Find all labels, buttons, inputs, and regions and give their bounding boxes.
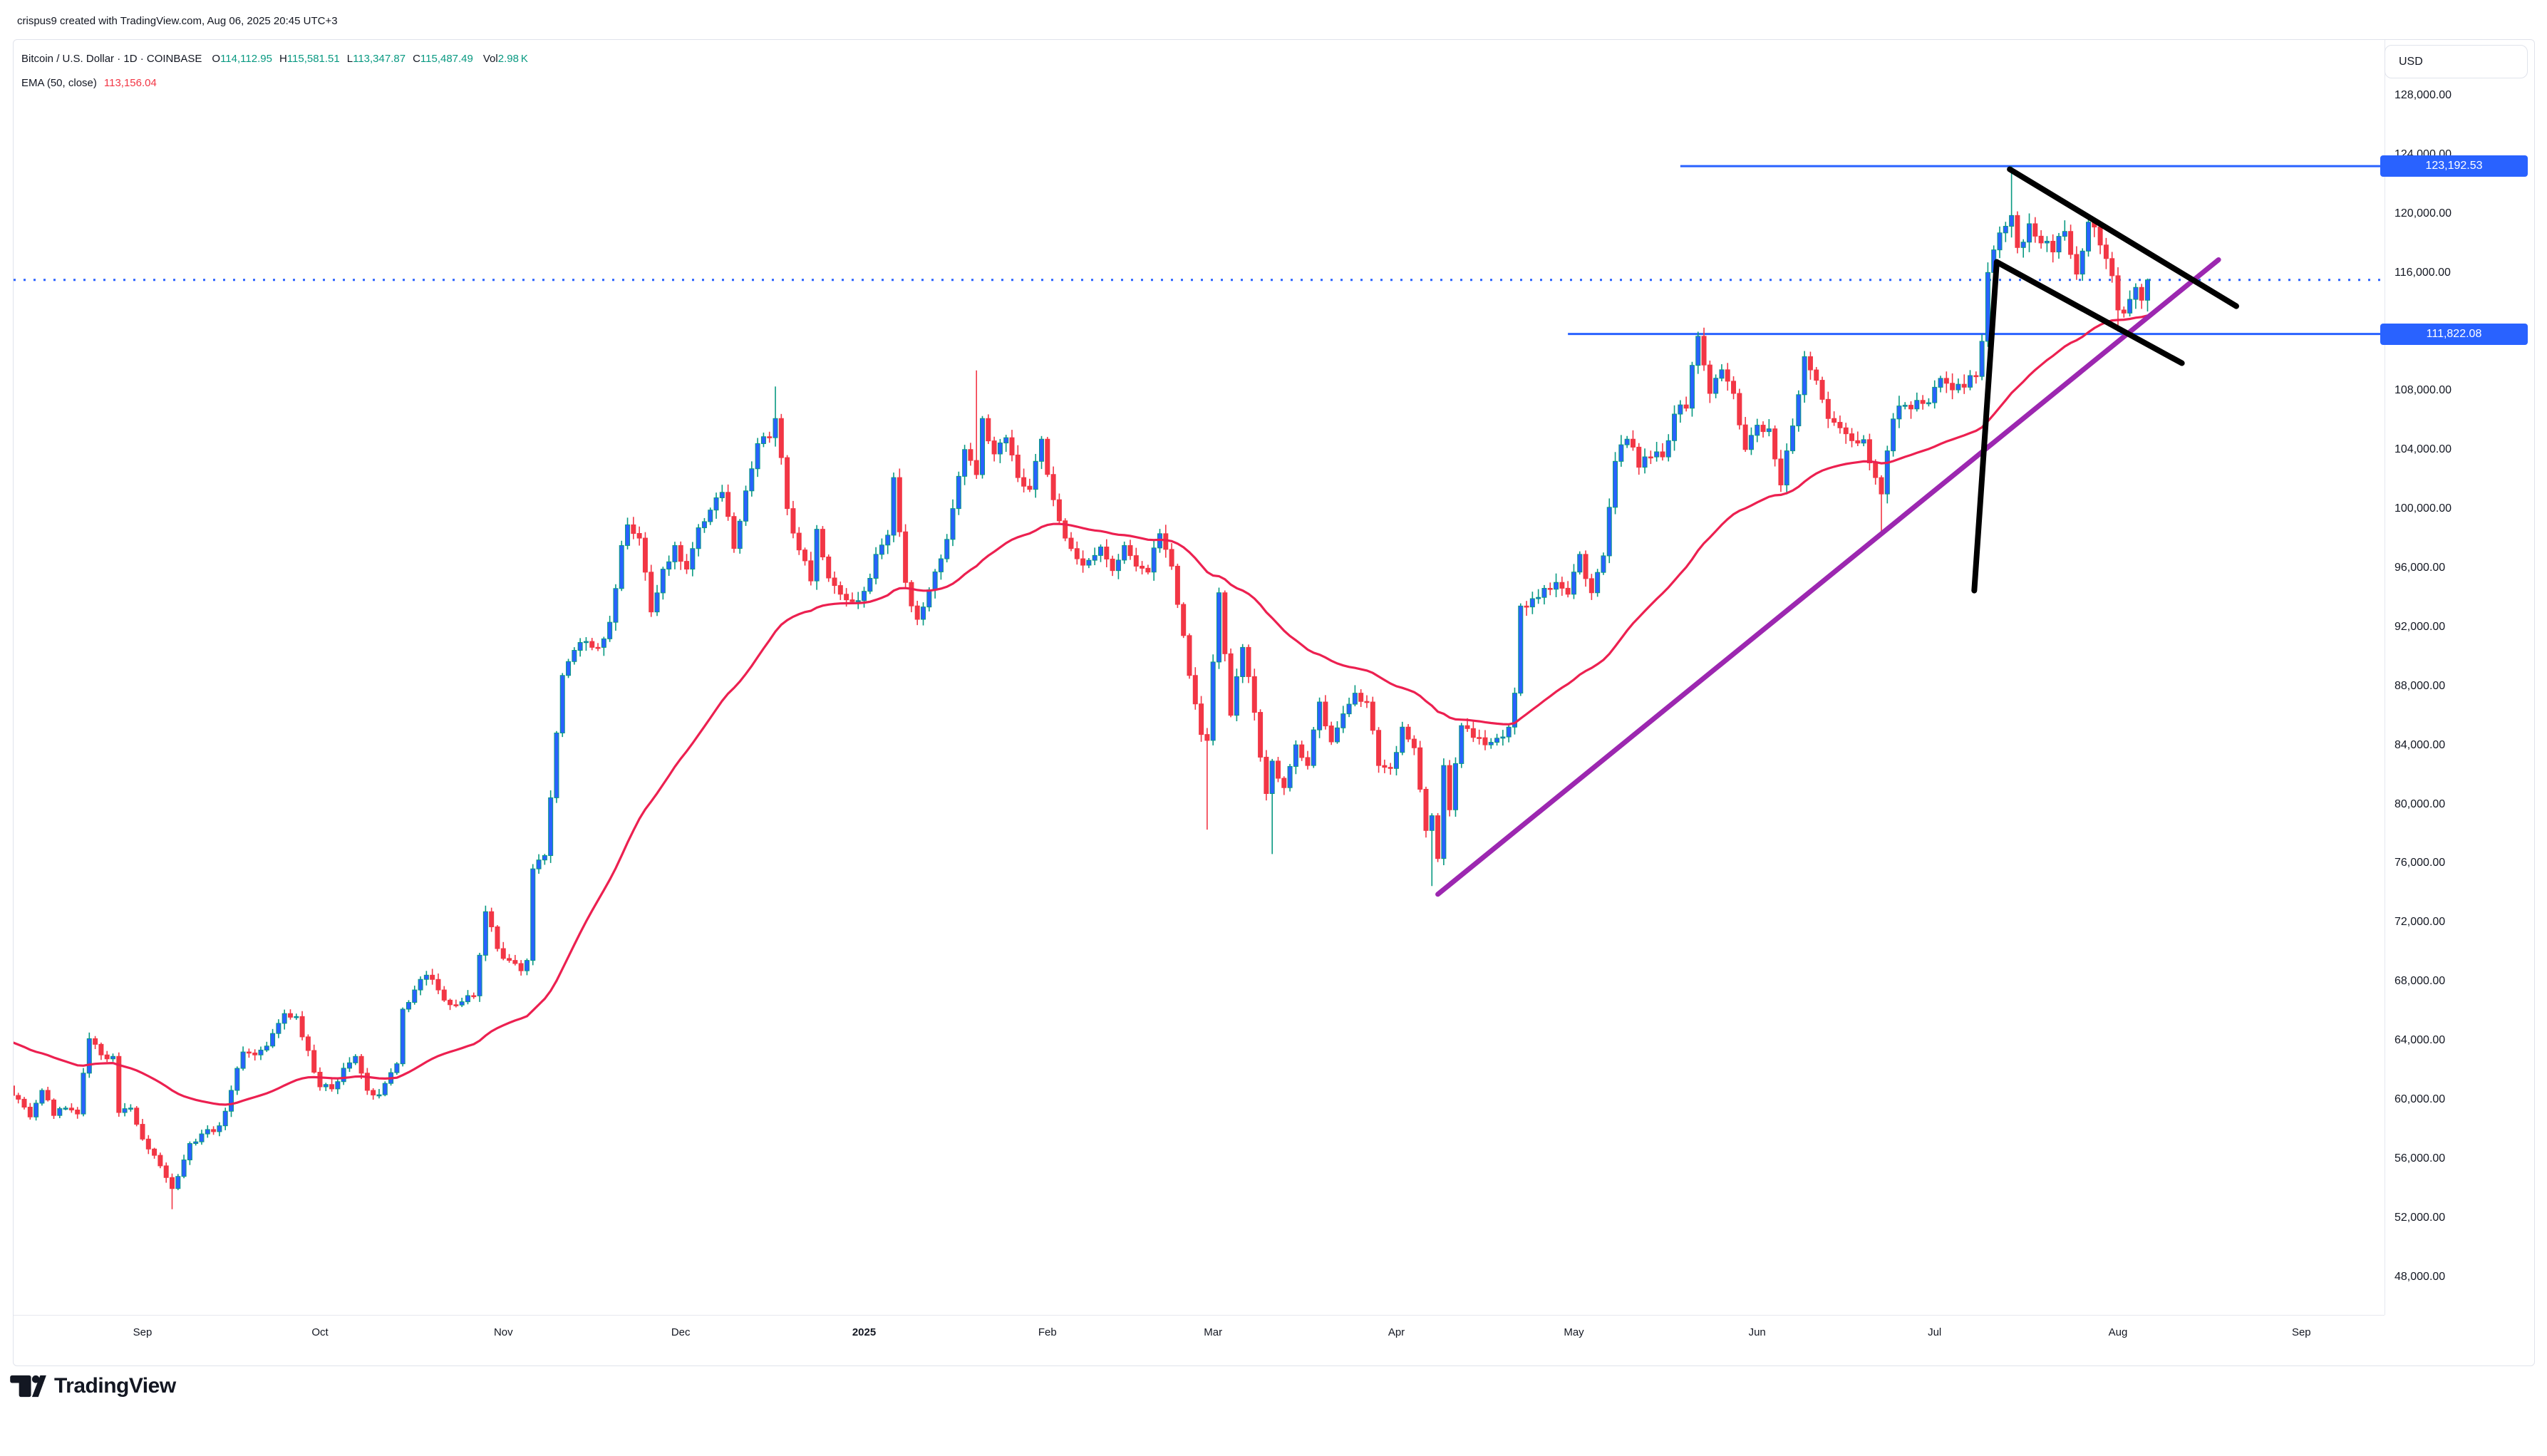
flag-pole-line[interactable] <box>1971 259 2000 594</box>
support-price-badge: 111,822.08 <box>2380 323 2528 345</box>
time-axis-separator[interactable] <box>14 1315 2385 1316</box>
time-axis-label: Apr <box>1388 1326 1405 1338</box>
close-value: 115,487.49 <box>420 53 473 65</box>
wedge-lower-line[interactable] <box>1993 259 2185 366</box>
price-tick-label: 76,000.00 <box>2394 857 2446 869</box>
time-axis-label: 2025 <box>852 1326 877 1338</box>
price-tick-label: 96,000.00 <box>2394 562 2446 574</box>
time-axis-label: Sep <box>133 1326 153 1338</box>
tradingview-logo-icon <box>10 1375 46 1398</box>
symbol-legend-row[interactable]: Bitcoin / U.S. Dollar · 1D · COINBASE O11… <box>21 52 528 66</box>
price-tick-label: 120,000.00 <box>2394 207 2452 220</box>
ascending-trendline[interactable] <box>1435 257 2221 897</box>
ema-label[interactable]: EMA (50, close) <box>21 77 97 89</box>
low-label: L <box>346 53 353 65</box>
wedge-upper-line[interactable] <box>2007 166 2239 309</box>
price-tick-label: 72,000.00 <box>2394 916 2446 929</box>
time-axis-label: May <box>1564 1326 1584 1338</box>
time-axis-label: Jul <box>1928 1326 1942 1338</box>
time-axis-label: Mar <box>1204 1326 1223 1338</box>
low-value: 113,347.87 <box>353 53 406 65</box>
close-label: C <box>413 53 420 65</box>
time-axis-label: Jun <box>1748 1326 1766 1338</box>
price-tick-label: 60,000.00 <box>2394 1093 2446 1105</box>
time-axis-label: Sep <box>2291 1326 2311 1338</box>
price-tick-label: 104,000.00 <box>2394 443 2452 456</box>
price-tick-label: 80,000.00 <box>2394 797 2446 810</box>
ema-line[interactable] <box>6 314 2148 1106</box>
time-axis-label: Feb <box>1038 1326 1057 1338</box>
volume-label: Vol <box>482 53 498 65</box>
resistance-price-badge: 123,192.53 <box>2380 155 2528 177</box>
price-tick-label: 108,000.00 <box>2394 384 2452 397</box>
time-axis-label: Aug <box>2108 1326 2128 1338</box>
volume-value: 2.98 K <box>497 53 528 65</box>
currency-toggle-button[interactable]: USD <box>2385 45 2528 78</box>
attribution-text: crispus9 created with TradingView.com, A… <box>17 15 338 27</box>
tradingview-logo[interactable]: TradingView <box>10 1374 176 1398</box>
tradingview-logo-text: TradingView <box>54 1374 176 1398</box>
currency-toggle-label: USD <box>2399 55 2423 68</box>
open-label: O <box>212 53 221 65</box>
price-tick-label: 68,000.00 <box>2394 975 2446 988</box>
symbol-description[interactable]: Bitcoin / U.S. Dollar · 1D · COINBASE <box>21 53 202 65</box>
ema-value: 113,156.04 <box>103 77 157 89</box>
price-tick-label: 100,000.00 <box>2394 502 2452 515</box>
price-tick-label: 56,000.00 <box>2394 1152 2446 1165</box>
ema-legend-row[interactable]: EMA (50, close) 113,156.04 <box>21 76 528 90</box>
price-tick-label: 48,000.00 <box>2394 1270 2446 1283</box>
price-tick-label: 92,000.00 <box>2394 620 2446 633</box>
price-tick-label: 84,000.00 <box>2394 738 2446 751</box>
price-tick-label: 88,000.00 <box>2394 679 2446 692</box>
price-tick-label: 128,000.00 <box>2394 89 2452 101</box>
time-axis-label: Nov <box>493 1326 513 1338</box>
high-value: 115,581.51 <box>286 53 340 65</box>
chart-legend: Bitcoin / U.S. Dollar · 1D · COINBASE O11… <box>21 52 528 90</box>
high-label: H <box>279 53 287 65</box>
time-axis-label: Dec <box>671 1326 691 1338</box>
price-tick-label: 116,000.00 <box>2394 266 2451 279</box>
candlestick-series <box>14 166 2150 1209</box>
time-axis-label: Oct <box>311 1326 329 1338</box>
price-tick-label: 64,000.00 <box>2394 1034 2446 1046</box>
open-value: 114,112.95 <box>220 53 272 65</box>
price-tick-label: 52,000.00 <box>2394 1211 2446 1224</box>
